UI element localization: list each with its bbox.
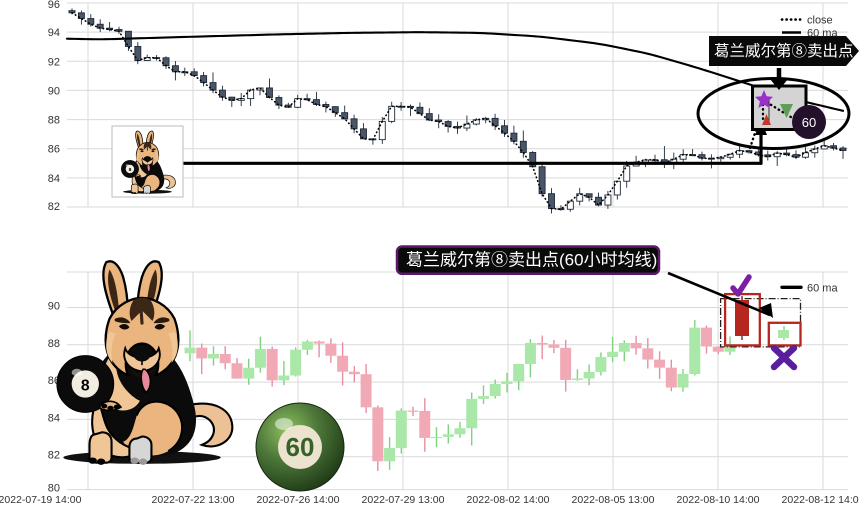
svg-text:90: 90 xyxy=(48,85,60,97)
svg-text:84: 84 xyxy=(48,173,60,185)
svg-text:90: 90 xyxy=(48,301,60,313)
svg-text:2022-07-26 14:00: 2022-07-26 14:00 xyxy=(257,494,340,506)
svg-text:84: 84 xyxy=(48,412,60,424)
svg-text:葛兰威尔第⑧卖出点(60小时均线): 葛兰威尔第⑧卖出点(60小时均线) xyxy=(406,251,657,270)
svg-text:96: 96 xyxy=(48,0,60,11)
svg-text:86: 86 xyxy=(48,144,60,156)
svg-text:2022-08-10 14:00: 2022-08-10 14:00 xyxy=(677,494,760,506)
svg-text:82: 82 xyxy=(48,450,60,462)
svg-text:88: 88 xyxy=(48,338,60,350)
svg-text:60: 60 xyxy=(802,115,816,130)
svg-text:82: 82 xyxy=(48,201,60,213)
svg-text:92: 92 xyxy=(48,56,60,68)
svg-text:60: 60 xyxy=(286,432,315,462)
svg-text:2022-07-19 14:00: 2022-07-19 14:00 xyxy=(0,494,82,506)
svg-text:2022-08-02 14:00: 2022-08-02 14:00 xyxy=(467,494,550,506)
svg-text:close: close xyxy=(807,15,833,27)
svg-text:2022-08-05 13:00: 2022-08-05 13:00 xyxy=(572,494,655,506)
svg-text:2022-07-22 13:00: 2022-07-22 13:00 xyxy=(152,494,235,506)
svg-text:80: 80 xyxy=(48,483,60,495)
svg-text:94: 94 xyxy=(48,27,60,39)
svg-text:60 ma: 60 ma xyxy=(807,28,838,40)
svg-text:2022-07-29 13:00: 2022-07-29 13:00 xyxy=(362,494,445,506)
svg-text:60 ma: 60 ma xyxy=(807,282,838,294)
svg-text:葛兰威尔第⑧卖出点: 葛兰威尔第⑧卖出点 xyxy=(714,42,854,60)
svg-text:2022-08-12 14:00: 2022-08-12 14:00 xyxy=(782,494,859,506)
svg-text:88: 88 xyxy=(48,115,60,127)
